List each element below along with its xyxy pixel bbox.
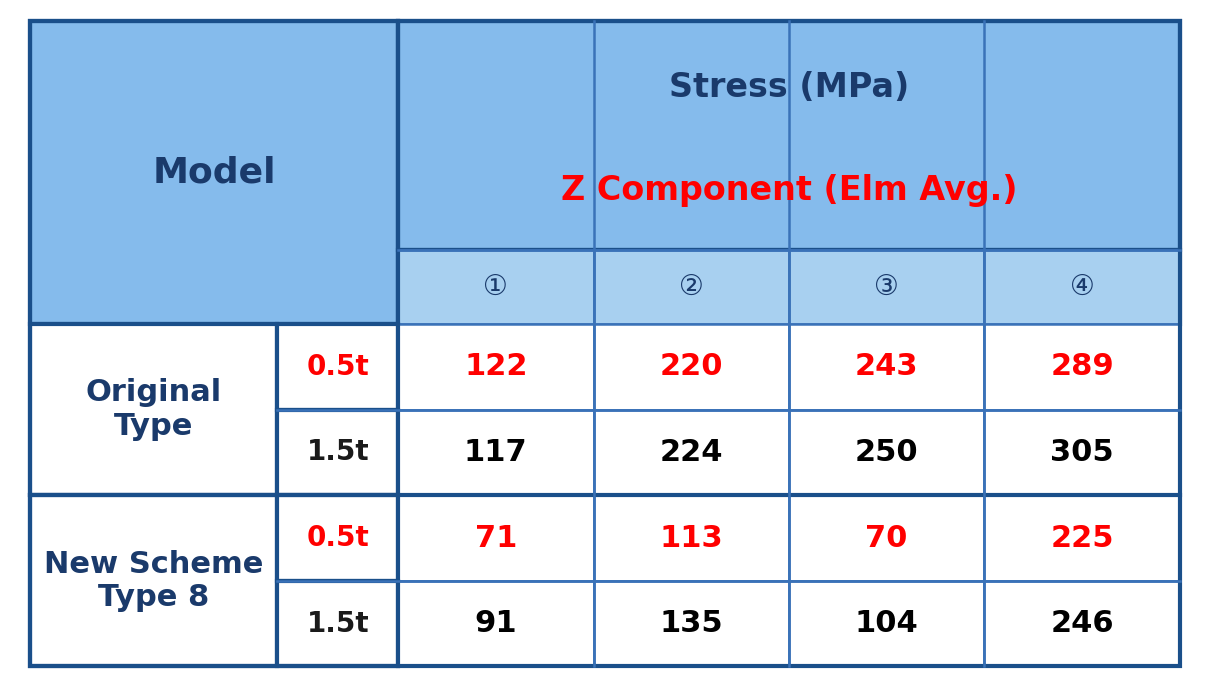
Text: 70: 70 — [865, 523, 908, 552]
Text: 289: 289 — [1050, 352, 1114, 381]
Text: 71: 71 — [474, 523, 517, 552]
Text: Model: Model — [152, 155, 276, 190]
Bar — [984, 324, 1180, 409]
Bar — [398, 324, 593, 409]
Text: 243: 243 — [855, 352, 918, 381]
Bar — [789, 581, 984, 666]
Bar — [30, 495, 277, 666]
Bar — [398, 21, 1180, 250]
Bar — [277, 409, 398, 495]
Text: 0.5t: 0.5t — [306, 353, 369, 381]
Text: ④: ④ — [1070, 273, 1095, 301]
Bar — [984, 581, 1180, 666]
Text: 104: 104 — [854, 609, 918, 638]
Bar — [398, 495, 593, 581]
Bar — [593, 495, 789, 581]
Bar — [593, 581, 789, 666]
Bar — [984, 250, 1180, 324]
Bar — [398, 409, 593, 495]
Text: ①: ① — [483, 273, 508, 301]
Bar — [398, 250, 1180, 324]
Text: 250: 250 — [854, 438, 918, 467]
Bar — [277, 581, 398, 666]
Text: 224: 224 — [659, 438, 722, 467]
Text: 225: 225 — [1050, 523, 1113, 552]
Bar — [30, 324, 277, 495]
Text: Original
Type: Original Type — [86, 379, 221, 441]
Bar — [277, 495, 398, 581]
Text: 246: 246 — [1050, 609, 1114, 638]
Text: 113: 113 — [659, 523, 724, 552]
Bar — [398, 581, 593, 666]
Text: 117: 117 — [463, 438, 528, 467]
Bar — [789, 409, 984, 495]
Text: ②: ② — [679, 273, 704, 301]
Text: 305: 305 — [1050, 438, 1114, 467]
Text: 91: 91 — [474, 609, 517, 638]
Bar — [984, 495, 1180, 581]
Bar — [593, 409, 789, 495]
Text: New Scheme
Type 8: New Scheme Type 8 — [44, 550, 264, 612]
Text: 220: 220 — [659, 352, 722, 381]
Bar — [789, 495, 984, 581]
Text: Z Component (Elm Avg.): Z Component (Elm Avg.) — [560, 174, 1018, 207]
Bar — [984, 409, 1180, 495]
Text: 1.5t: 1.5t — [306, 609, 369, 638]
Bar — [593, 324, 789, 409]
Text: 135: 135 — [659, 609, 724, 638]
Text: Stress (MPa): Stress (MPa) — [669, 71, 909, 104]
Bar — [277, 324, 398, 409]
Bar — [30, 21, 398, 324]
Text: 0.5t: 0.5t — [306, 524, 369, 552]
Text: 122: 122 — [465, 352, 528, 381]
Text: 1.5t: 1.5t — [306, 438, 369, 466]
Bar — [789, 250, 984, 324]
Bar — [789, 324, 984, 409]
Text: ③: ③ — [874, 273, 899, 301]
Bar — [593, 250, 789, 324]
Bar — [398, 250, 593, 324]
